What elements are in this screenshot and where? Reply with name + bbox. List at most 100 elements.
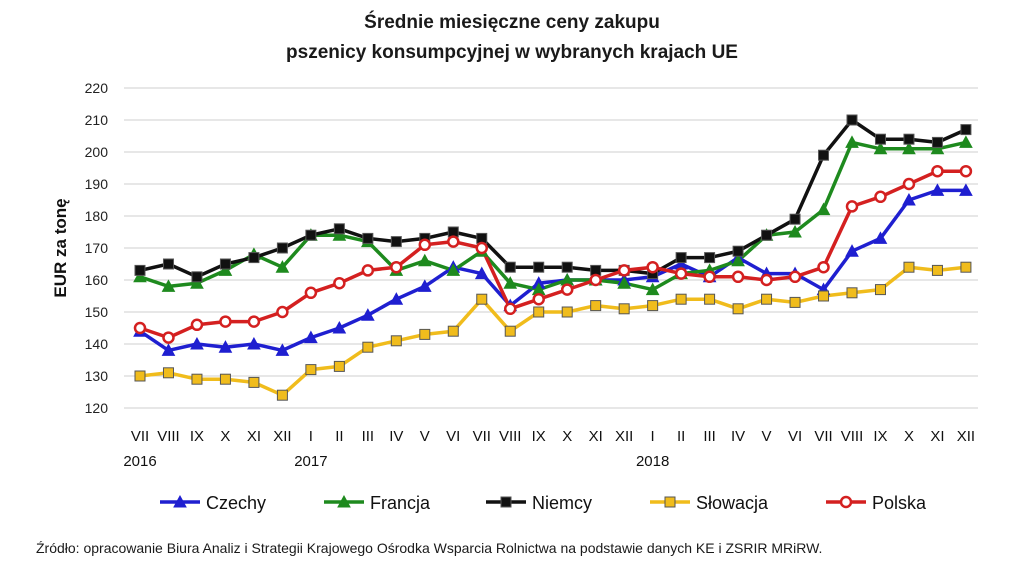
- data-point-niemcy: [704, 252, 716, 264]
- x-tick-label: XII: [957, 428, 975, 445]
- legend-label: Francja: [370, 493, 431, 513]
- data-point-słowacja: [647, 300, 659, 312]
- x-tick-label: VIII: [499, 428, 522, 445]
- data-point-słowacja: [960, 261, 972, 273]
- y-tick-label: 190: [85, 176, 109, 192]
- x-tick-label: VIII: [841, 428, 864, 445]
- data-point-niemcy: [675, 252, 687, 264]
- x-tick-label: I: [651, 428, 655, 445]
- data-point-polska: [560, 283, 574, 296]
- series-line-czechy: [139, 188, 966, 353]
- data-point-słowacja: [618, 303, 630, 315]
- x-tick-label: II: [335, 428, 343, 445]
- legend-marker: [839, 495, 853, 509]
- chart-subtitle: pszenicy konsumpcyjnej w wybranych kraja…: [286, 42, 738, 63]
- data-point-niemcy: [390, 236, 402, 248]
- data-point-polska: [162, 331, 175, 344]
- data-point-słowacja: [191, 373, 203, 385]
- data-point-francja: [417, 253, 432, 267]
- data-point-słowacja: [447, 325, 459, 337]
- source-note: Źródło: opracowanie Biura Analiz i Strat…: [36, 540, 823, 556]
- data-point-niemcy: [219, 258, 231, 270]
- year-label: 2017: [294, 453, 327, 470]
- data-point-francja: [617, 276, 632, 289]
- data-point-polska: [874, 190, 887, 204]
- data-point-francja: [218, 263, 233, 276]
- data-point-polska: [845, 200, 859, 213]
- y-axis-label: EUR za tonę: [51, 198, 70, 297]
- data-point-słowacja: [846, 287, 858, 299]
- data-point-polska: [731, 270, 745, 284]
- data-point-niemcy: [305, 229, 317, 241]
- data-point-niemcy: [960, 124, 972, 136]
- data-point-słowacja: [590, 300, 602, 312]
- data-point-słowacja: [134, 370, 146, 382]
- legend-marker: [337, 494, 351, 508]
- data-point-niemcy: [732, 245, 744, 257]
- data-point-słowacja: [276, 389, 288, 401]
- data-point-niemcy: [504, 261, 516, 273]
- data-point-czechy: [845, 244, 859, 257]
- data-point-francja: [788, 224, 802, 238]
- y-tick-label: 160: [85, 272, 109, 288]
- x-tick-label: IX: [190, 428, 204, 445]
- data-point-polska: [190, 318, 204, 332]
- x-tick-label: VII: [814, 428, 832, 445]
- legend-marker: [500, 496, 512, 508]
- x-tick-label: VII: [131, 428, 149, 445]
- data-point-polska: [361, 264, 375, 277]
- data-point-polska: [931, 164, 944, 178]
- legend-label: Niemcy: [532, 493, 592, 513]
- data-point-czechy: [873, 231, 888, 244]
- data-point-czechy: [161, 343, 176, 356]
- data-point-słowacja: [874, 284, 886, 296]
- x-tick-label: XI: [589, 428, 603, 445]
- data-point-słowacja: [390, 335, 402, 347]
- data-point-niemcy: [191, 271, 203, 283]
- x-tick-label: I: [309, 428, 313, 445]
- series-line-niemcy: [139, 118, 967, 279]
- data-point-francja: [503, 276, 518, 289]
- y-tick-label: 200: [85, 144, 109, 160]
- x-tick-label: II: [677, 428, 685, 445]
- data-point-polska: [276, 305, 289, 319]
- y-tick-label: 120: [85, 400, 109, 416]
- data-point-francja: [816, 202, 831, 216]
- legend-label: Polska: [872, 493, 927, 513]
- data-point-czechy: [218, 340, 233, 353]
- y-tick-label: 150: [85, 304, 109, 320]
- y-tick-label: 210: [85, 112, 109, 128]
- data-point-niemcy: [162, 258, 174, 270]
- data-point-polska: [959, 164, 973, 178]
- legend-marker: [173, 494, 187, 508]
- data-point-czechy: [959, 183, 973, 196]
- data-point-słowacja: [504, 325, 516, 337]
- x-tick-label: IX: [532, 428, 546, 445]
- data-point-polska: [703, 270, 716, 284]
- data-point-niemcy: [789, 213, 801, 225]
- data-point-francja: [731, 253, 745, 267]
- x-tick-label: IV: [389, 428, 403, 445]
- legend-marker: [664, 496, 676, 508]
- x-tick-label: IV: [731, 428, 745, 445]
- data-point-polska: [133, 321, 147, 335]
- data-point-francja: [446, 263, 461, 276]
- data-point-czechy: [474, 266, 489, 280]
- year-label: 2018: [636, 453, 669, 470]
- y-tick-label: 220: [85, 80, 109, 96]
- data-point-polska: [532, 292, 545, 306]
- legend-label: Słowacja: [696, 493, 769, 513]
- data-point-słowacja: [675, 293, 687, 305]
- x-tick-label: IX: [873, 428, 887, 445]
- data-point-polska: [333, 276, 346, 290]
- y-tick-label: 130: [85, 368, 109, 384]
- data-point-niemcy: [761, 229, 773, 241]
- data-point-słowacja: [561, 306, 573, 318]
- data-point-niemcy: [533, 261, 545, 273]
- data-point-polska: [418, 238, 432, 252]
- data-point-czechy: [275, 343, 290, 356]
- data-point-słowacja: [761, 293, 773, 305]
- data-point-niemcy: [134, 264, 146, 276]
- data-point-polska: [902, 177, 916, 191]
